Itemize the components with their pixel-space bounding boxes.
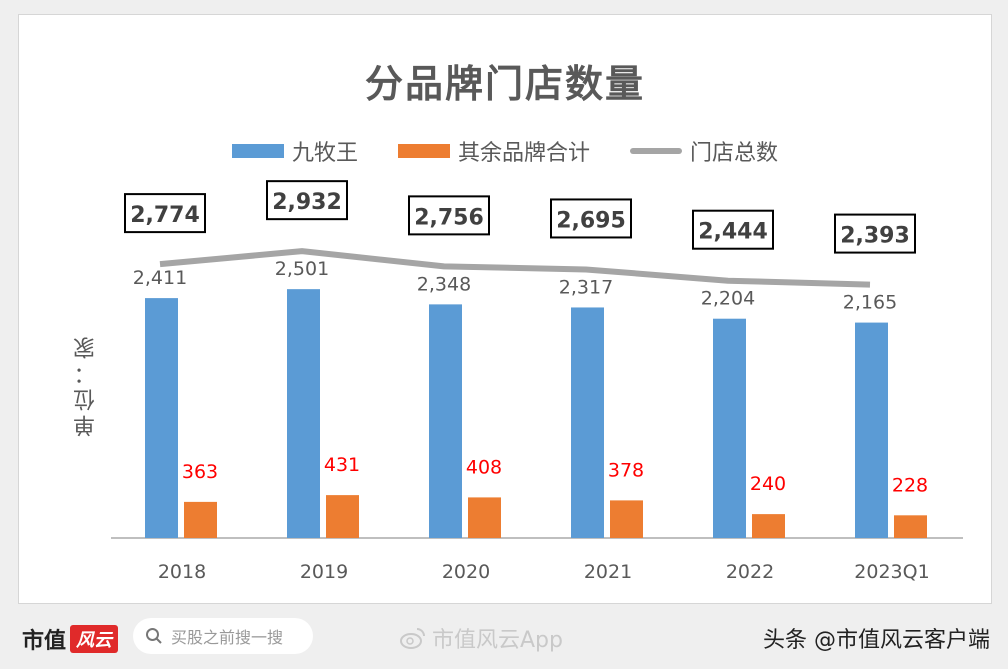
legend-item-jiumuwang: 九牧王 <box>231 135 358 167</box>
data-label-box-total <box>834 213 916 254</box>
data-label-jiumuwang: 2,317 <box>559 276 613 298</box>
bar-jiumuwang <box>429 304 462 538</box>
data-label-jiumuwang: 2,348 <box>417 273 471 295</box>
weibo-text: 市值风云App <box>432 628 563 653</box>
legend-swatch-orange <box>397 144 450 158</box>
data-label-box-total <box>550 198 632 239</box>
weibo-watermark: 市值风云App <box>400 622 563 654</box>
data-label-others: 378 <box>608 459 644 481</box>
x-tick-label: 2022 <box>726 561 774 583</box>
chart-title: 分品牌门店数量 <box>364 62 645 106</box>
brand-logo: 市值 风云 <box>22 623 119 655</box>
legend-label: 九牧王 <box>291 141 358 166</box>
search-placeholder: 买股之前搜一搜 <box>171 628 284 647</box>
chart-card: 分品牌门店数量 九牧王 其余品牌合计 门店总数 单位：家 2018 363 2,41… <box>18 14 992 604</box>
data-label-total: 2,932 <box>272 190 342 215</box>
data-label-total: 2,393 <box>840 224 910 249</box>
data-label-others: 240 <box>750 473 786 495</box>
x-tick-label: 2018 <box>158 561 206 583</box>
data-label-box-total <box>692 209 774 250</box>
data-label-others: 408 <box>466 456 502 478</box>
bar-others <box>752 514 785 538</box>
data-label-jiumuwang: 2,501 <box>275 258 329 280</box>
bar-jiumuwang <box>855 322 888 538</box>
legend-item-total: 门店总数 <box>630 135 778 167</box>
data-label-total: 2,774 <box>130 203 200 228</box>
legend-swatch-gray-line <box>630 148 682 154</box>
chart-legend: 九牧王 其余品牌合计 门店总数 <box>19 135 991 167</box>
data-label-total: 2,756 <box>414 205 484 230</box>
bar-jiumuwang <box>287 289 320 538</box>
x-tick-label: 2020 <box>442 561 490 583</box>
x-tick-label: 2019 <box>300 561 348 583</box>
data-label-box-total <box>124 193 206 234</box>
data-label-total: 2,444 <box>698 220 768 245</box>
line-total <box>159 248 871 288</box>
search-icon <box>146 628 162 644</box>
legend-swatch-blue <box>231 144 284 158</box>
data-label-jiumuwang: 2,411 <box>133 267 187 289</box>
data-label-total: 2,695 <box>556 208 626 233</box>
data-label-jiumuwang: 2,204 <box>701 288 755 310</box>
x-tick-label: 2021 <box>584 561 632 583</box>
brand-logo-mark: 风云 <box>70 625 119 653</box>
plot-area: 2018 363 2,411 2019 431 2,501 2020 408 2,348 2021… <box>111 180 963 583</box>
bar-jiumuwang <box>145 298 178 538</box>
bar-others <box>184 501 217 538</box>
data-label-others: 431 <box>324 454 360 476</box>
data-label-box-total <box>266 180 348 221</box>
bar-others <box>894 515 927 538</box>
brand-text: 市值 <box>22 629 67 654</box>
bar-jiumuwang <box>571 307 604 538</box>
legend-label: 其余品牌合计 <box>457 141 590 166</box>
footer-bar: 市值 风云 买股之前搜一搜 市值风云App 头条 @市值风云客户端 <box>0 606 1008 669</box>
legend-item-others: 其余品牌合计 <box>397 135 590 167</box>
bar-jiumuwang <box>713 318 746 538</box>
bar-others <box>610 500 643 538</box>
bar-others <box>326 495 359 538</box>
legend-label: 门店总数 <box>690 141 779 166</box>
weibo-icon <box>400 628 425 649</box>
bar-others <box>468 497 501 538</box>
toutiao-credit: 头条 @市值风云客户端 <box>763 628 990 653</box>
data-label-jiumuwang: 2,165 <box>843 292 897 314</box>
data-label-box-total <box>408 195 490 236</box>
search-box[interactable]: 买股之前搜一搜 <box>133 618 313 654</box>
x-tick-label: 2023Q1 <box>854 561 929 583</box>
data-label-others: 363 <box>182 461 218 483</box>
data-label-others: 228 <box>892 474 928 496</box>
